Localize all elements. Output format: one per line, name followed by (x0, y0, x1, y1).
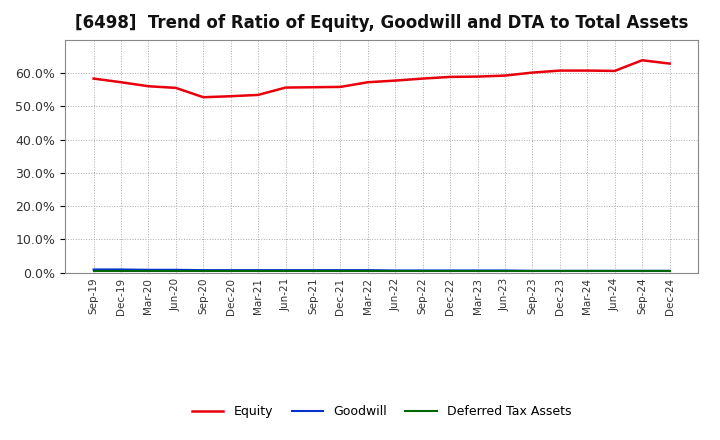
Equity (171, 85, 180, 91)
Goodwill (665, 268, 674, 273)
Deferred Tax Assets (89, 269, 98, 274)
Equity (446, 74, 454, 80)
Goodwill (418, 268, 427, 273)
Equity (665, 61, 674, 66)
Title: [6498]  Trend of Ratio of Equity, Goodwill and DTA to Total Assets: [6498] Trend of Ratio of Equity, Goodwil… (75, 15, 688, 33)
Equity (391, 78, 400, 83)
Equity (611, 68, 619, 73)
Equity (144, 84, 153, 89)
Deferred Tax Assets (171, 269, 180, 274)
Goodwill (500, 268, 509, 273)
Deferred Tax Assets (254, 269, 263, 274)
Equity (583, 68, 592, 73)
Equity (309, 84, 318, 90)
Deferred Tax Assets (117, 269, 125, 274)
Goodwill (528, 268, 537, 273)
Goodwill (117, 267, 125, 272)
Goodwill (282, 268, 290, 273)
Deferred Tax Assets (500, 269, 509, 274)
Goodwill (446, 268, 454, 273)
Deferred Tax Assets (364, 269, 372, 274)
Goodwill (254, 268, 263, 273)
Deferred Tax Assets (556, 269, 564, 274)
Deferred Tax Assets (336, 269, 345, 274)
Deferred Tax Assets (473, 269, 482, 274)
Equity (226, 94, 235, 99)
Deferred Tax Assets (528, 269, 537, 274)
Goodwill (473, 268, 482, 273)
Equity (638, 58, 647, 63)
Deferred Tax Assets (282, 269, 290, 274)
Deferred Tax Assets (665, 269, 674, 274)
Equity (254, 92, 263, 98)
Deferred Tax Assets (638, 269, 647, 274)
Line: Equity: Equity (94, 60, 670, 97)
Equity (89, 76, 98, 81)
Goodwill (309, 268, 318, 273)
Equity (117, 80, 125, 85)
Equity (336, 84, 345, 90)
Equity (418, 76, 427, 81)
Goodwill (638, 268, 647, 273)
Line: Goodwill: Goodwill (94, 269, 670, 271)
Deferred Tax Assets (144, 269, 153, 274)
Goodwill (171, 267, 180, 272)
Goodwill (144, 267, 153, 272)
Deferred Tax Assets (583, 269, 592, 274)
Equity (282, 85, 290, 90)
Deferred Tax Assets (199, 269, 207, 274)
Deferred Tax Assets (611, 269, 619, 274)
Legend: Equity, Goodwill, Deferred Tax Assets: Equity, Goodwill, Deferred Tax Assets (187, 400, 576, 423)
Goodwill (336, 268, 345, 273)
Deferred Tax Assets (391, 269, 400, 274)
Equity (528, 70, 537, 75)
Deferred Tax Assets (226, 269, 235, 274)
Deferred Tax Assets (418, 269, 427, 274)
Goodwill (89, 267, 98, 272)
Equity (500, 73, 509, 78)
Equity (364, 80, 372, 85)
Goodwill (364, 268, 372, 273)
Goodwill (611, 268, 619, 273)
Deferred Tax Assets (446, 269, 454, 274)
Goodwill (556, 268, 564, 273)
Goodwill (391, 268, 400, 273)
Goodwill (199, 268, 207, 273)
Deferred Tax Assets (309, 269, 318, 274)
Goodwill (583, 268, 592, 273)
Equity (199, 95, 207, 100)
Equity (473, 74, 482, 79)
Goodwill (226, 268, 235, 273)
Equity (556, 68, 564, 73)
